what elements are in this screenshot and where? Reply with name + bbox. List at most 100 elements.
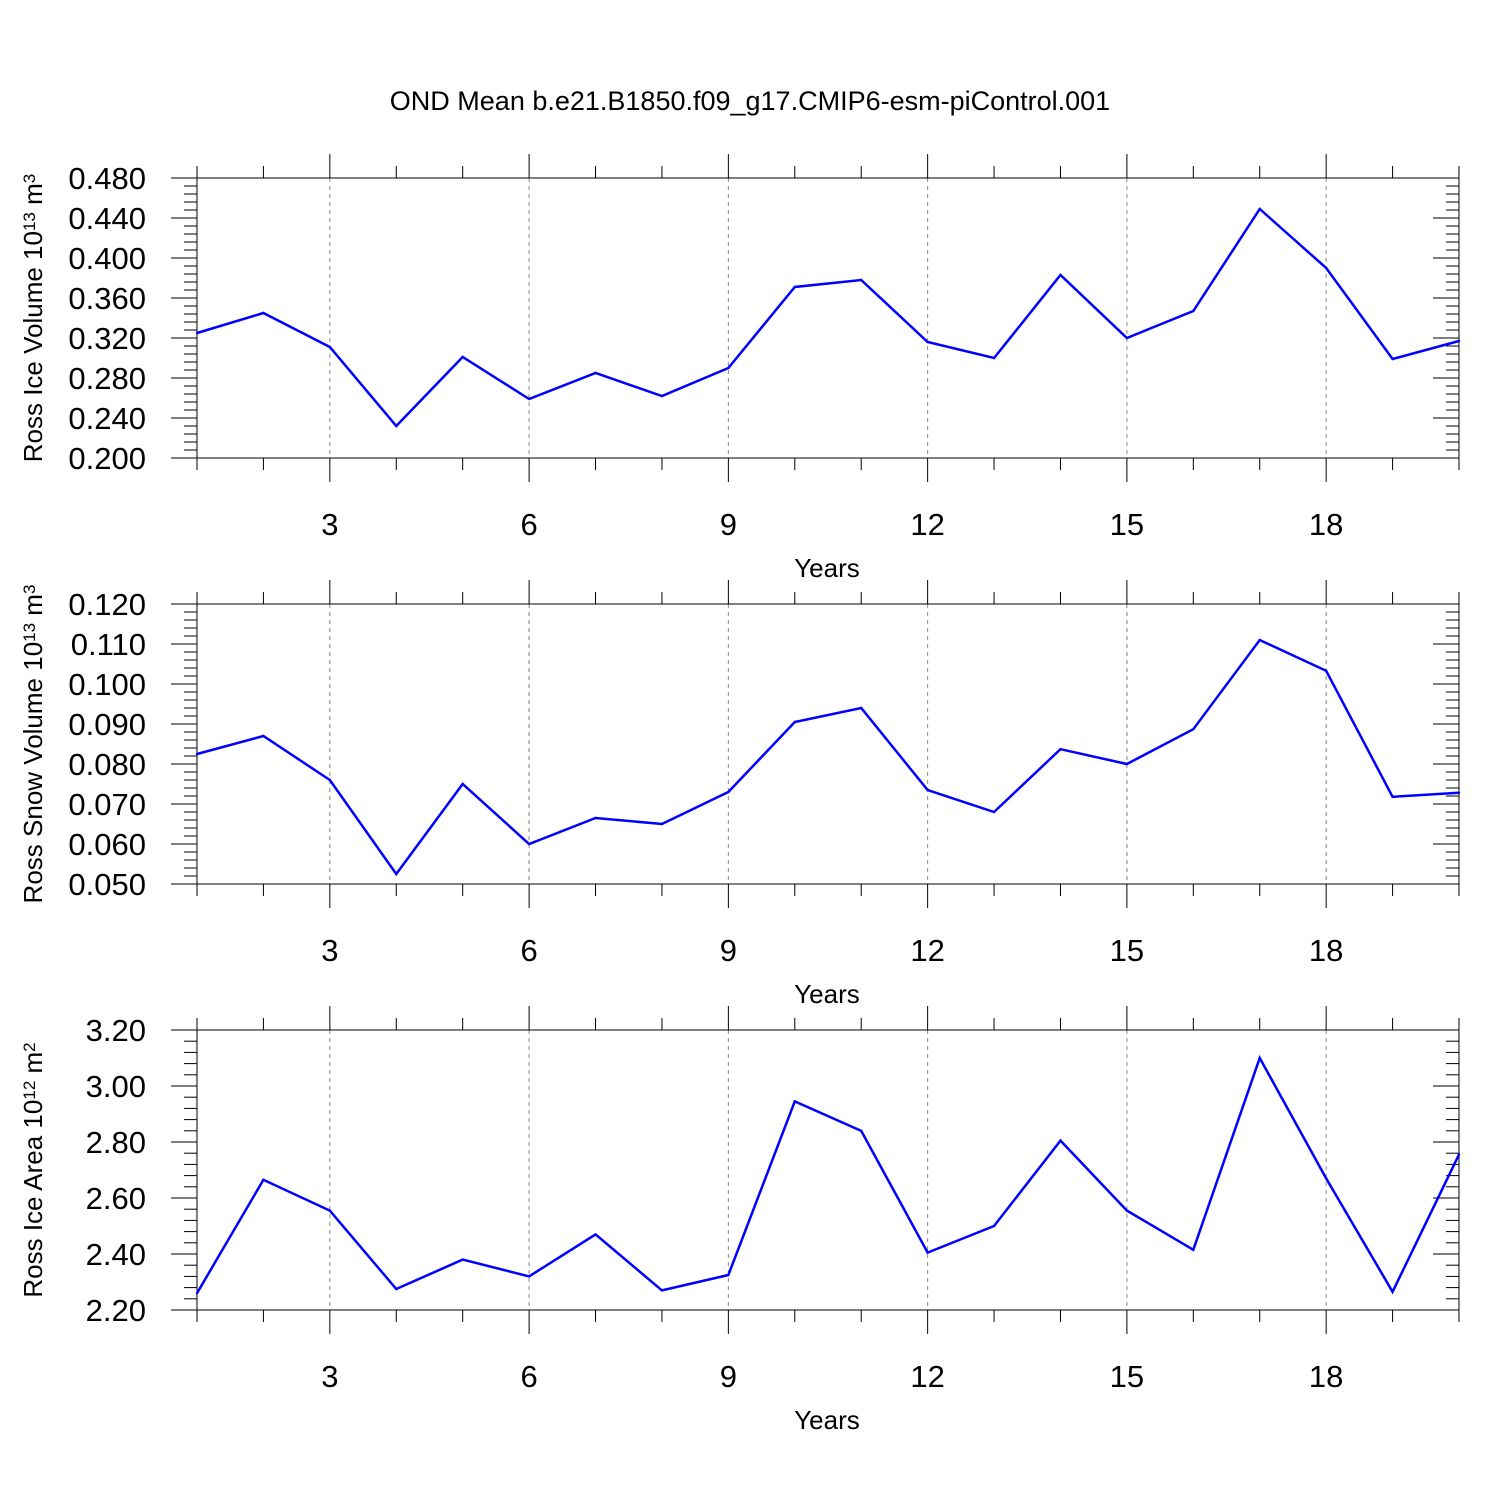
data-point (660, 394, 664, 398)
x-tick-label: 15 (1110, 933, 1144, 968)
x-tick-label: 15 (1110, 507, 1144, 542)
data-point (262, 1178, 265, 1182)
x-tick-label: 18 (1309, 507, 1343, 542)
data-point (793, 285, 796, 289)
data-point (1391, 1290, 1394, 1294)
x-axis-label: Years (794, 553, 860, 583)
x-tick-label: 3 (321, 507, 338, 542)
y-tick-label: 0.240 (68, 401, 146, 436)
data-point (727, 1273, 730, 1277)
data-point (461, 782, 464, 786)
data-point (660, 1289, 664, 1292)
y-axis-label: Ross Snow Volume 1013 m3 (18, 585, 48, 904)
data-point (1059, 1139, 1062, 1142)
x-tick-label: 6 (520, 933, 537, 968)
plot-frame (196, 1029, 1460, 1311)
data-point (992, 810, 996, 814)
x-axis-label: Years (794, 979, 860, 1009)
data-point (793, 720, 796, 724)
y-tick-label: 0.110 (71, 627, 146, 662)
y-tick-label: 0.090 (68, 707, 146, 742)
data-point (793, 1100, 796, 1103)
y-tick-label: 0.440 (68, 201, 146, 236)
panel-1: 3 6 9 12 15 18 Years 0.200 0.240 0.280 0.320 0.360 0… (18, 154, 1461, 583)
data-point (1391, 795, 1394, 798)
series-line (196, 207, 1460, 428)
data-point (1192, 309, 1195, 313)
data-point (1258, 207, 1261, 211)
data-point (527, 1275, 531, 1278)
data-point (527, 397, 531, 401)
y-tick-label: 0.200 (68, 441, 146, 476)
y-axis-label: Ross Ice Area 1012 m2 (18, 1042, 48, 1297)
x-axis-label: Years (794, 1405, 860, 1435)
data-point (1457, 339, 1461, 343)
x-tick-label: 9 (720, 1359, 737, 1394)
data-point (1457, 791, 1461, 794)
data-point (262, 311, 265, 315)
plot-frame (196, 603, 1460, 885)
x-tick-label: 15 (1110, 1359, 1144, 1394)
y-tick-label: 2.60 (86, 1181, 146, 1216)
data-point (926, 788, 929, 792)
y-tick-label: 0.280 (68, 361, 146, 396)
data-point (1258, 1056, 1261, 1060)
data-point (328, 1209, 332, 1212)
data-point (461, 1258, 464, 1261)
data-point (727, 790, 730, 794)
data-point (1125, 1209, 1129, 1212)
x-tick-label: 18 (1309, 1359, 1343, 1394)
data-point (328, 345, 332, 349)
data-point (860, 1129, 863, 1133)
data-point (262, 734, 265, 738)
x-tick-label: 6 (520, 507, 537, 542)
data-point (395, 1287, 398, 1291)
data-point (1059, 273, 1062, 277)
data-point (395, 424, 398, 428)
data-point (727, 366, 730, 370)
data-point (1391, 357, 1394, 361)
panel-3: 3 6 9 12 15 18 Years 2.20 2.40 2.60 2.80 3.00 3.20 Ro… (18, 1006, 1461, 1435)
x-tick-label: 12 (910, 1359, 944, 1394)
y-tick-label: 0.120 (68, 587, 146, 622)
y-tick-label: 0.480 (68, 161, 146, 196)
data-point (594, 371, 597, 375)
x-tick-label: 9 (720, 507, 737, 542)
data-point (328, 778, 332, 782)
data-point (860, 706, 863, 710)
x-tick-label: 12 (910, 933, 944, 968)
data-point (594, 816, 597, 820)
data-point (1125, 336, 1129, 340)
data-point (195, 752, 199, 756)
data-point (1125, 762, 1129, 766)
chart-title: OND Mean b.e21.B1850.f09_g17.CMIP6-esm-p… (389, 86, 1111, 116)
y-tick-label: 0.050 (68, 867, 146, 902)
data-point (461, 355, 464, 359)
panel-2: 3 6 9 12 15 18 Years 0.050 0.060 0.070 0.080 0.090 0… (18, 580, 1461, 1009)
data-point (395, 872, 398, 876)
x-tick-label: 3 (321, 1359, 338, 1394)
data-point (1059, 748, 1062, 751)
x-tick-label: 6 (520, 1359, 537, 1394)
y-tick-label: 0.080 (68, 747, 146, 782)
y-tick-label: 0.060 (68, 827, 146, 862)
y-tick-label: 0.100 (68, 667, 146, 702)
data-point (992, 356, 996, 360)
data-point (992, 1224, 996, 1228)
y-tick-label: 2.40 (86, 1237, 146, 1272)
data-point (1258, 638, 1261, 642)
data-point (1324, 266, 1328, 270)
y-tick-label: 2.20 (86, 1293, 146, 1328)
y-tick-label: 0.320 (68, 321, 146, 356)
x-tick-label: 9 (720, 933, 737, 968)
data-point (1192, 728, 1195, 731)
data-point (195, 1292, 199, 1295)
y-tick-label: 0.360 (68, 281, 146, 316)
data-point (1457, 1153, 1461, 1156)
data-point (926, 1251, 929, 1254)
x-tick-label: 18 (1309, 933, 1343, 968)
x-tick-label: 12 (910, 507, 944, 542)
data-point (195, 331, 199, 335)
data-point (527, 842, 531, 846)
